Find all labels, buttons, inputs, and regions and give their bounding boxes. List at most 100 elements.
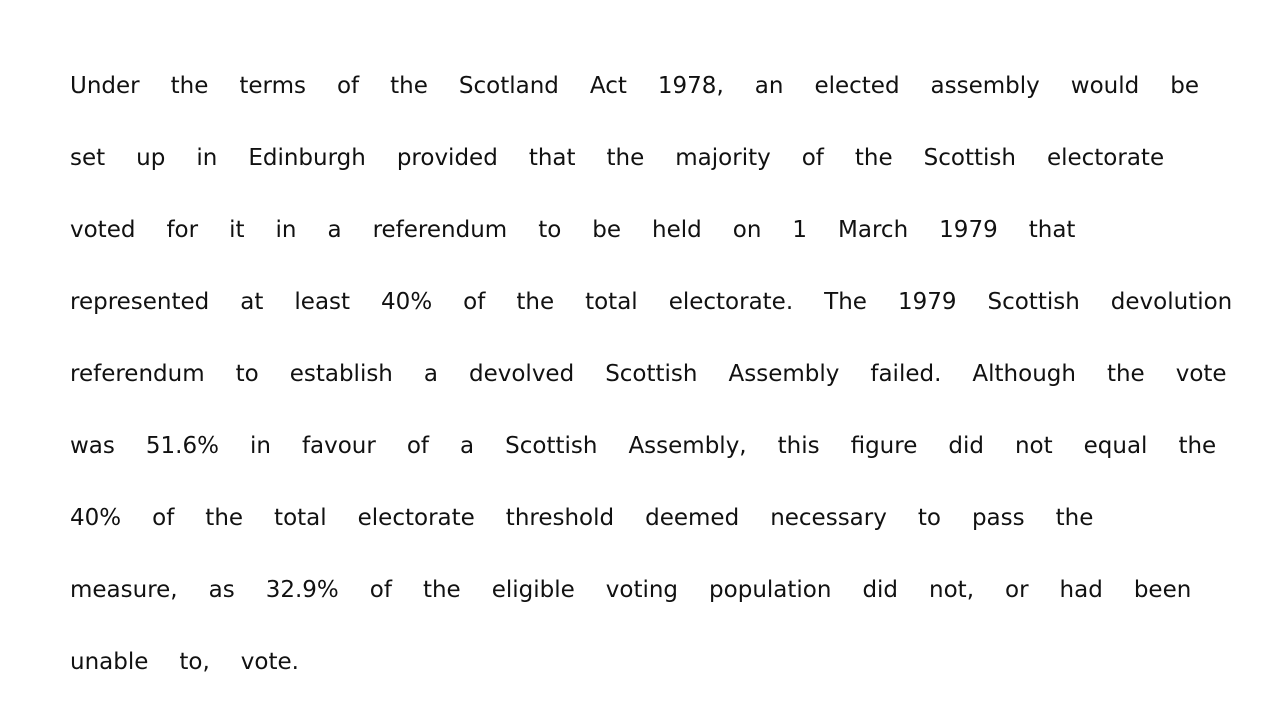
word: not, [929,577,975,603]
word: that [1028,217,1076,243]
word: figure [850,433,918,459]
word: it [229,217,245,243]
word: of [369,577,392,603]
word: Scottish [605,361,698,387]
word: 1979 [897,289,957,315]
word: total [585,289,638,315]
word: favour [301,433,376,459]
word: of [801,145,824,171]
text-line-8: measure, as 32.9% of the eligible voting popula… [70,574,1191,606]
word: an [754,73,784,99]
word: of [152,505,175,531]
word: in [196,145,218,171]
word: to [917,505,941,531]
word: establish [289,361,393,387]
word: devolved [469,361,575,387]
word: represented [70,289,210,315]
word: did [862,577,899,603]
word: Although [972,361,1076,387]
word: total [274,505,327,531]
word: 40% [70,505,122,531]
word: to [235,361,259,387]
word: necessary [770,505,887,531]
word: as [208,577,235,603]
word: terms [239,73,306,99]
word: Act [589,73,627,99]
word: of [336,73,360,99]
word: measure, [70,577,178,603]
word: the [1106,361,1145,387]
word: Under [70,73,140,99]
word: vote. [240,649,299,675]
word: equal [1083,433,1148,459]
word: deemed [645,505,740,531]
word: the [854,145,893,171]
word: 40% [381,289,433,315]
word: this [777,433,820,459]
word: at [240,289,264,315]
word: the [170,73,209,99]
text-line-3: voted for it in a referendum to be held on 1 March 1… [70,214,1075,246]
word: that [528,145,576,171]
text-line-5: referendum to establish a devolved Scottish As… [70,358,1227,390]
word: voting [605,577,679,603]
word: of [406,433,430,459]
word: majority [675,145,771,171]
word: in [249,433,271,459]
word: a [423,361,438,387]
word: on [732,217,762,243]
word: the [1055,505,1094,531]
word: had [1059,577,1103,603]
word: The [824,289,867,315]
word: least [294,289,351,315]
word: did [948,433,984,459]
word: March [838,217,909,243]
word: electorate. [668,289,794,315]
word: failed. [870,361,942,387]
word: unable [70,649,149,675]
word: 51.6% [145,433,219,459]
word: the [516,289,555,315]
text-line-6: was 51.6% in favour of a Scottish Assembly, this… [70,430,1216,462]
word: set [70,145,106,171]
word: 1978, [657,73,724,99]
word: the [205,505,244,531]
word: provided [396,145,498,171]
word: 1 [792,217,808,243]
word: Assembly [728,361,840,387]
word: Edinburgh [248,145,366,171]
word: for [166,217,199,243]
word: assembly [930,73,1040,99]
word: of [463,289,486,315]
word: or [1005,577,1029,603]
word: referendum [372,217,508,243]
word: 1979 [939,217,998,243]
word: electorate [357,505,475,531]
word: be [1170,73,1199,99]
text-line-9: unable to, vote. [70,646,299,678]
word: was [70,433,115,459]
word: the [422,577,461,603]
word: not [1014,433,1053,459]
word: devolution [1110,289,1233,315]
word: electorate [1046,145,1165,171]
word: eligible [491,577,575,603]
word: elected [814,73,900,99]
word: pass [971,505,1025,531]
word: the [606,145,645,171]
word: in [275,217,297,243]
word: threshold [505,505,615,531]
word: voted [70,217,136,243]
word: a [460,433,475,459]
word: would [1070,73,1140,99]
text-line-7: 40% of the total electorate threshold deemed ne… [70,502,1093,534]
word: a [327,217,342,243]
word: be [592,217,622,243]
word: population [709,577,832,603]
word: Assembly, [628,433,747,459]
word: Scotland [458,73,559,99]
text-line-1: Under the terms of the Scotland Act 1978, an elec… [70,70,1199,102]
word: Scottish [987,289,1080,315]
word: been [1133,577,1192,603]
text-line-4: represented at least 40% of the total electorat… [70,286,1232,318]
